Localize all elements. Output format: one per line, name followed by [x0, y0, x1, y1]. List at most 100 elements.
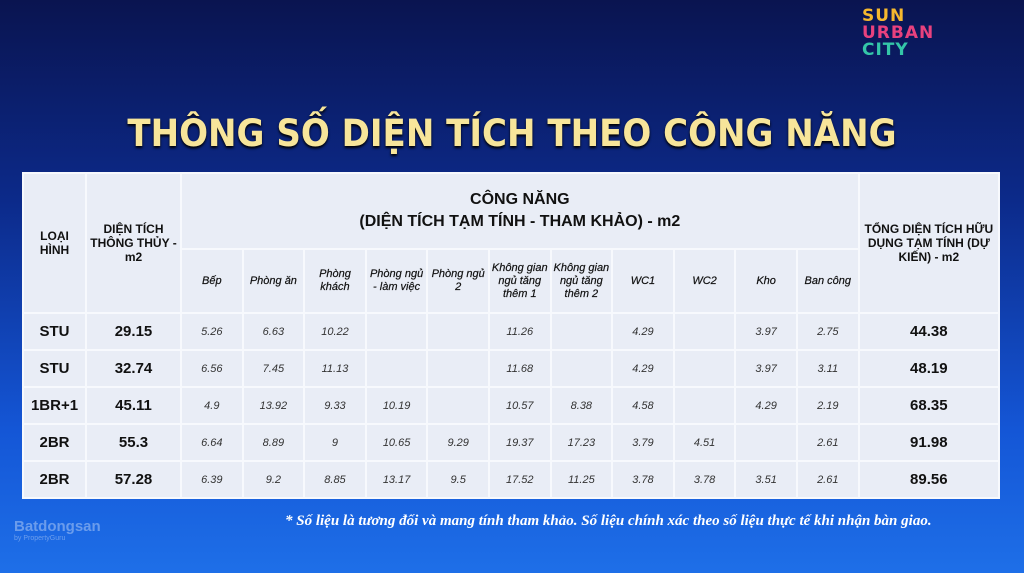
cell-value: 3.78 — [611, 460, 675, 499]
cell-value: 19.37 — [487, 423, 552, 462]
cell-value — [672, 386, 737, 425]
cell-value: 10.22 — [303, 312, 367, 351]
footnote: * Số liệu là tương đối và mang tính tham… — [285, 513, 932, 529]
area-table: LOẠI HÌNH DIỆN TÍCH THÔNG THỦY - m2 CÔNG… — [22, 172, 1001, 499]
logo-line: URBAN — [862, 23, 935, 43]
cell-value: 13.17 — [364, 460, 429, 499]
table-row: 2BR 57.28 6.39 9.2 8.85 13.17 9.5 17.52 11.25 3.7… — [22, 460, 1001, 499]
cell-type: STU — [22, 349, 87, 388]
cell-value: 9.2 — [241, 460, 306, 499]
cell-value: 11.25 — [549, 460, 614, 499]
cell-value: 8.89 — [241, 423, 306, 462]
cell-value — [734, 423, 798, 462]
cell-value: 9.29 — [426, 423, 490, 462]
cell-area: 57.28 — [85, 460, 182, 499]
table-row: STU 29.15 5.26 6.63 10.22 11.26 4.29 3.97 2.75 44… — [22, 312, 1001, 351]
cell-type: 2BR — [22, 460, 87, 499]
header-total: TỔNG DIỆN TÍCH HỮU DỤNG TẠM TÍNH (DỰ KIẾ… — [857, 172, 1001, 314]
subheader: Kho — [734, 248, 798, 314]
cell-value: 6.56 — [180, 349, 244, 388]
subheader: Phòng ngủ - làm việc — [364, 248, 429, 314]
cell-total: 44.38 — [857, 312, 1001, 351]
cell-value: 3.97 — [734, 312, 798, 351]
cell-value: 13.92 — [241, 386, 306, 425]
cell-value — [672, 312, 737, 351]
cell-value: 2.61 — [795, 460, 860, 499]
cell-value: 6.39 — [180, 460, 244, 499]
cell-total: 48.19 — [857, 349, 1001, 388]
header-group-line2: (DIỆN TÍCH TẠM TÍNH - THAM KHẢO) - m2 — [359, 213, 681, 230]
logo-line: SUN — [862, 6, 906, 26]
cell-value — [426, 312, 490, 351]
cell-value: 2.75 — [795, 312, 860, 351]
cell-value — [364, 349, 429, 388]
cell-value: 9.33 — [303, 386, 367, 425]
cell-area: 29.15 — [85, 312, 182, 351]
cell-value — [426, 386, 490, 425]
cell-type: 2BR — [22, 423, 87, 462]
cell-value: 10.57 — [487, 386, 552, 425]
cell-value: 4.29 — [611, 349, 675, 388]
table-row: 2BR 55.3 6.64 8.89 9 10.65 9.29 19.37 17.23 3.79 4… — [22, 423, 1001, 462]
table-row: 1BR+1 45.11 4.9 13.92 9.33 10.19 10.57 8.38 4.58… — [22, 386, 1001, 425]
cell-area: 32.74 — [85, 349, 182, 388]
cell-value — [426, 349, 490, 388]
cell-value: 3.11 — [795, 349, 860, 388]
cell-value: 11.26 — [487, 312, 552, 351]
cell-value: 3.78 — [672, 460, 737, 499]
cell-value: 3.79 — [611, 423, 675, 462]
cell-value: 3.51 — [734, 460, 798, 499]
cell-value: 8.85 — [303, 460, 367, 499]
subheader: Bếp — [180, 248, 244, 314]
table-row: STU 32.74 6.56 7.45 11.13 11.68 4.29 3.97 3.11 48… — [22, 349, 1001, 388]
cell-value — [549, 349, 614, 388]
subheader: Phòng ăn — [241, 248, 306, 314]
cell-value: 4.9 — [180, 386, 244, 425]
subheader: WC1 — [611, 248, 675, 314]
cell-value: 9 — [303, 423, 367, 462]
cell-value: 4.51 — [672, 423, 737, 462]
header-group: CÔNG NĂNG (DIỆN TÍCH TẠM TÍNH - THAM KHẢO… — [180, 172, 860, 250]
cell-value: 17.23 — [549, 423, 614, 462]
header-type: LOẠI HÌNH — [22, 172, 87, 314]
cell-area: 45.11 — [85, 386, 182, 425]
cell-value: 2.61 — [795, 423, 860, 462]
cell-total: 89.56 — [857, 460, 1001, 499]
subheader: Phòng khách — [303, 248, 367, 314]
batdongsan-watermark: Batdongsan by PropertyGuru — [14, 518, 101, 542]
watermark-name: Batdongsan — [14, 518, 101, 535]
logo-line: CITY — [862, 40, 909, 60]
cell-value: 11.68 — [487, 349, 552, 388]
cell-value: 6.63 — [241, 312, 306, 351]
page-title: THÔNG SỐ DIỆN TÍCH THEO CÔNG NĂNG — [127, 112, 897, 155]
cell-value: 3.97 — [734, 349, 798, 388]
cell-area: 55.3 — [85, 423, 182, 462]
cell-value — [364, 312, 429, 351]
cell-type: STU — [22, 312, 87, 351]
subheader: Không gian ngủ tăng thêm 2 — [549, 248, 614, 314]
subheader: Phòng ngủ 2 — [426, 248, 490, 314]
cell-value: 4.29 — [611, 312, 675, 351]
header-area: DIỆN TÍCH THÔNG THỦY - m2 — [85, 172, 182, 314]
subheader: Không gian ngủ tăng thêm 1 — [487, 248, 552, 314]
cell-value: 11.13 — [303, 349, 367, 388]
cell-value — [549, 312, 614, 351]
sun-urban-city-logo: SUN URBAN CITY — [862, 8, 934, 59]
cell-value: 4.58 — [611, 386, 675, 425]
header-group-line1: CÔNG NĂNG — [470, 191, 570, 208]
cell-value: 4.29 — [734, 386, 798, 425]
cell-total: 68.35 — [857, 386, 1001, 425]
subheader: Ban công — [795, 248, 860, 314]
cell-value: 7.45 — [241, 349, 306, 388]
cell-value: 6.64 — [180, 423, 244, 462]
cell-total: 91.98 — [857, 423, 1001, 462]
cell-value: 10.65 — [364, 423, 429, 462]
cell-value: 5.26 — [180, 312, 244, 351]
subheader: WC2 — [672, 248, 737, 314]
cell-value: 10.19 — [364, 386, 429, 425]
watermark-sub: by PropertyGuru — [14, 535, 66, 542]
cell-value: 8.38 — [549, 386, 614, 425]
cell-value: 17.52 — [487, 460, 552, 499]
cell-value: 2.19 — [795, 386, 860, 425]
cell-value: 9.5 — [426, 460, 490, 499]
